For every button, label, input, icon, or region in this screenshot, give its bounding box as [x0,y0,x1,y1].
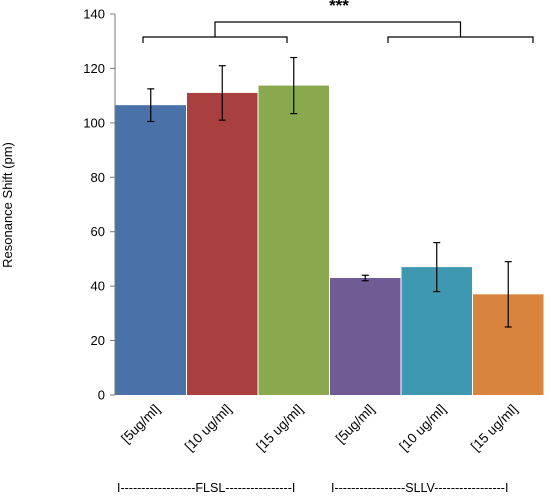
y-tick-label: 20 [91,333,105,348]
x-category-label: [15 ug/ml] [468,402,521,455]
group-label-flsl: I------------------FLSL----------------I [117,481,296,495]
bar [187,92,258,396]
significance-brackets [142,21,534,43]
error-bar [504,261,512,328]
error-bar [218,65,226,121]
y-tick-label: 120 [83,61,105,76]
y-tick-label: 40 [91,279,105,294]
bar [330,277,401,395]
bracket-comparison [214,21,462,37]
x-category-label: [5ug/ml] [333,402,378,447]
y-axis-label: Resonance Shift (pm) [0,142,15,268]
y-tick-label: 100 [83,115,105,130]
error-bar [433,242,441,293]
x-category-labels: [5ug/ml] [10 ug/ml] [15 ug/ml] [5ug/ml] [10 … [118,402,520,455]
x-category-label: [15 ug/ml] [253,402,306,455]
error-bar [361,274,369,282]
y-tick-label: 0 [98,388,105,403]
x-category-label: [10 ug/ml] [182,402,235,455]
error-bar [147,88,155,123]
group-label-sllv: I-----------------SLLV-----------------I [331,481,509,495]
y-tick-label: 140 [83,7,105,22]
bar [258,85,329,395]
bracket-sllv [387,36,534,43]
bar [115,105,186,396]
error-bars [147,56,512,328]
x-category-label: [5ug/ml] [118,402,163,447]
significance-marker: *** [329,0,349,15]
x-category-label: [10 ug/ml] [396,402,449,455]
y-tick-label: 80 [91,170,105,185]
y-axis: 0 20 40 60 80 100 120 140 [83,7,116,403]
y-tick-label: 60 [91,224,105,239]
bracket-flsl [142,36,288,43]
bars [115,85,544,396]
error-bar [290,56,298,115]
